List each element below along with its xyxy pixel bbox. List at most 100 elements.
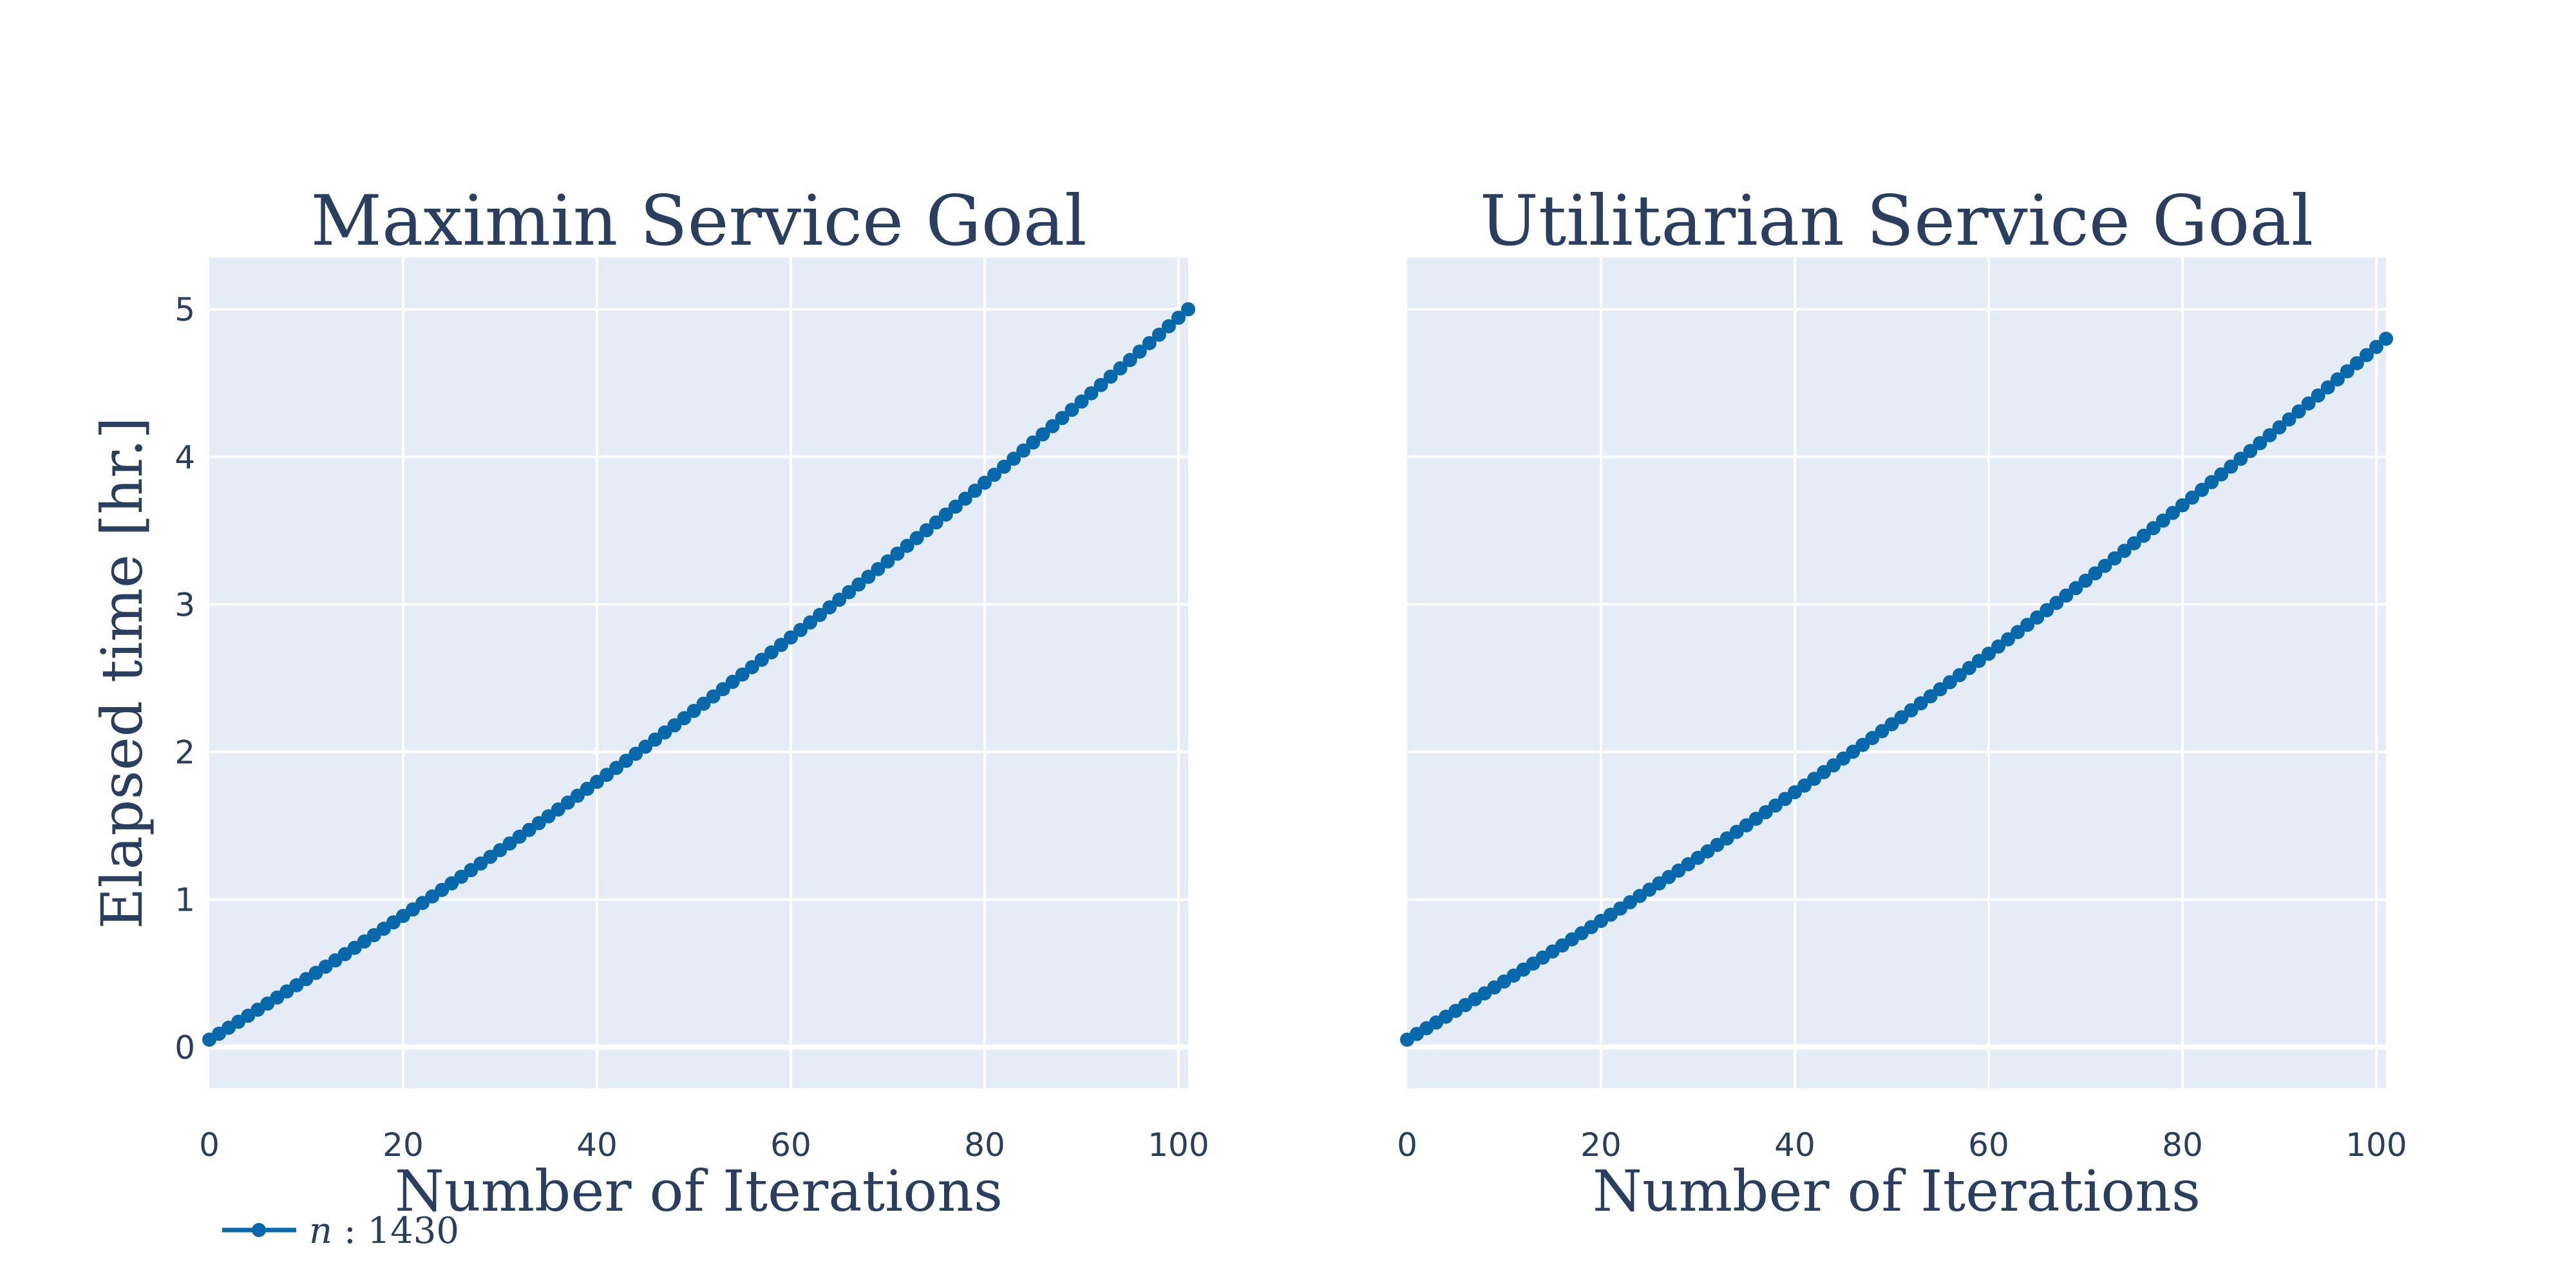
data-point bbox=[2282, 412, 2297, 427]
data-point bbox=[1036, 427, 1050, 442]
data-point bbox=[813, 607, 828, 622]
data-point bbox=[1142, 336, 1157, 350]
data-point bbox=[2301, 396, 2316, 411]
legend-marker-swatch bbox=[252, 1223, 266, 1237]
data-point bbox=[1952, 668, 1967, 683]
x-axis-title-maximin: Number of Iterations bbox=[395, 1158, 1003, 1224]
x-tick-label: 60 bbox=[1968, 1126, 2009, 1164]
data-point bbox=[1026, 435, 1041, 450]
data-point bbox=[706, 689, 721, 704]
data-point bbox=[987, 468, 1002, 482]
data-point bbox=[2349, 355, 2364, 370]
data-point bbox=[2253, 436, 2268, 451]
data-point bbox=[2320, 380, 2335, 395]
data-point bbox=[958, 491, 972, 506]
data-point bbox=[861, 569, 876, 584]
panel-title-maximin: Maximin Service Goal bbox=[310, 181, 1086, 261]
data-point bbox=[687, 703, 701, 718]
data-point bbox=[2117, 544, 2132, 558]
x-tick-label: 40 bbox=[1774, 1126, 1815, 1164]
data-point bbox=[1942, 675, 1957, 690]
data-point bbox=[2291, 404, 2306, 419]
data-point bbox=[1074, 394, 1089, 409]
data-point bbox=[909, 531, 924, 545]
plot-area-maximin bbox=[209, 258, 1188, 1088]
x-tick-label: 60 bbox=[770, 1126, 811, 1164]
data-point bbox=[1171, 310, 1186, 325]
data-point bbox=[2379, 332, 2393, 346]
data-point bbox=[871, 562, 886, 576]
data-point bbox=[2243, 444, 2258, 459]
data-point bbox=[754, 652, 769, 667]
data-point bbox=[1933, 682, 1947, 697]
x-tick-label: 40 bbox=[576, 1126, 618, 1164]
data-point bbox=[1016, 443, 1031, 458]
y-tick-label: 5 bbox=[175, 291, 195, 328]
data-point bbox=[2311, 388, 2325, 403]
data-point bbox=[2369, 339, 2383, 354]
data-point bbox=[744, 659, 759, 674]
panel-maximin: 0 20 40 60 80 100 0 1 2 3 4 5 Maximin Service Goal… bbox=[89, 181, 1209, 1224]
series-utilitarian bbox=[1400, 332, 2393, 1047]
data-point bbox=[1103, 369, 1118, 384]
data-point bbox=[677, 711, 692, 726]
gridlines-utilitarian bbox=[1407, 258, 2386, 1088]
data-point bbox=[2136, 528, 2151, 543]
x-tick-label: 100 bbox=[1148, 1126, 1209, 1164]
data-point bbox=[967, 484, 982, 498]
legend-entry-variable: n bbox=[309, 1210, 332, 1252]
x-tick-label: 20 bbox=[383, 1126, 424, 1164]
data-point bbox=[2262, 428, 2277, 442]
data-point bbox=[658, 725, 672, 740]
x-tick-labels-maximin: 0 20 40 60 80 100 bbox=[199, 1126, 1209, 1164]
data-point bbox=[919, 523, 934, 538]
data-point bbox=[2155, 513, 2170, 528]
data-point bbox=[880, 554, 895, 569]
data-point bbox=[2224, 459, 2239, 474]
data-point bbox=[997, 459, 1012, 474]
data-point bbox=[1132, 344, 1147, 359]
data-point bbox=[900, 538, 914, 553]
data-point bbox=[890, 546, 905, 561]
x-tick-labels-utilitarian: 0 20 40 60 80 100 bbox=[1397, 1126, 2407, 1164]
data-point bbox=[2040, 603, 2054, 618]
data-point bbox=[803, 615, 818, 630]
data-point bbox=[2078, 573, 2093, 588]
data-point bbox=[793, 623, 808, 638]
data-point bbox=[735, 667, 750, 682]
data-point bbox=[2030, 610, 2045, 625]
y-tick-label: 2 bbox=[175, 734, 195, 772]
plot-area-utilitarian bbox=[1407, 258, 2386, 1088]
x-tick-label: 0 bbox=[199, 1126, 220, 1164]
data-point bbox=[1122, 352, 1137, 367]
data-point bbox=[2214, 467, 2229, 482]
data-point bbox=[2011, 625, 2025, 639]
data-point bbox=[2049, 596, 2064, 611]
data-point bbox=[1971, 654, 1986, 668]
data-point bbox=[1151, 327, 1166, 342]
x-tick-label: 80 bbox=[964, 1126, 1005, 1164]
data-point bbox=[2204, 475, 2219, 489]
data-point bbox=[2098, 558, 2112, 573]
y-tick-label: 3 bbox=[175, 586, 195, 623]
data-point bbox=[2126, 536, 2141, 551]
data-point bbox=[764, 645, 779, 659]
legend-entry-value: : 1430 bbox=[332, 1210, 459, 1252]
data-point bbox=[629, 746, 643, 761]
y-tick-label: 4 bbox=[175, 439, 195, 476]
data-point bbox=[1055, 411, 1070, 426]
data-point bbox=[2272, 420, 2287, 435]
panel-title-utilitarian: Utilitarian Service Goal bbox=[1480, 181, 2313, 261]
data-point bbox=[773, 638, 788, 652]
data-point bbox=[648, 732, 663, 747]
data-point bbox=[715, 682, 730, 697]
data-point bbox=[2146, 521, 2161, 536]
data-point bbox=[1981, 647, 1996, 661]
data-point bbox=[1007, 451, 1021, 466]
data-point bbox=[638, 739, 653, 754]
data-point bbox=[1962, 661, 1976, 676]
data-point bbox=[1113, 361, 1128, 375]
data-point bbox=[2185, 490, 2200, 505]
y-tick-labels-maximin: 0 1 2 3 4 5 bbox=[175, 291, 195, 1066]
data-point bbox=[2175, 498, 2190, 513]
